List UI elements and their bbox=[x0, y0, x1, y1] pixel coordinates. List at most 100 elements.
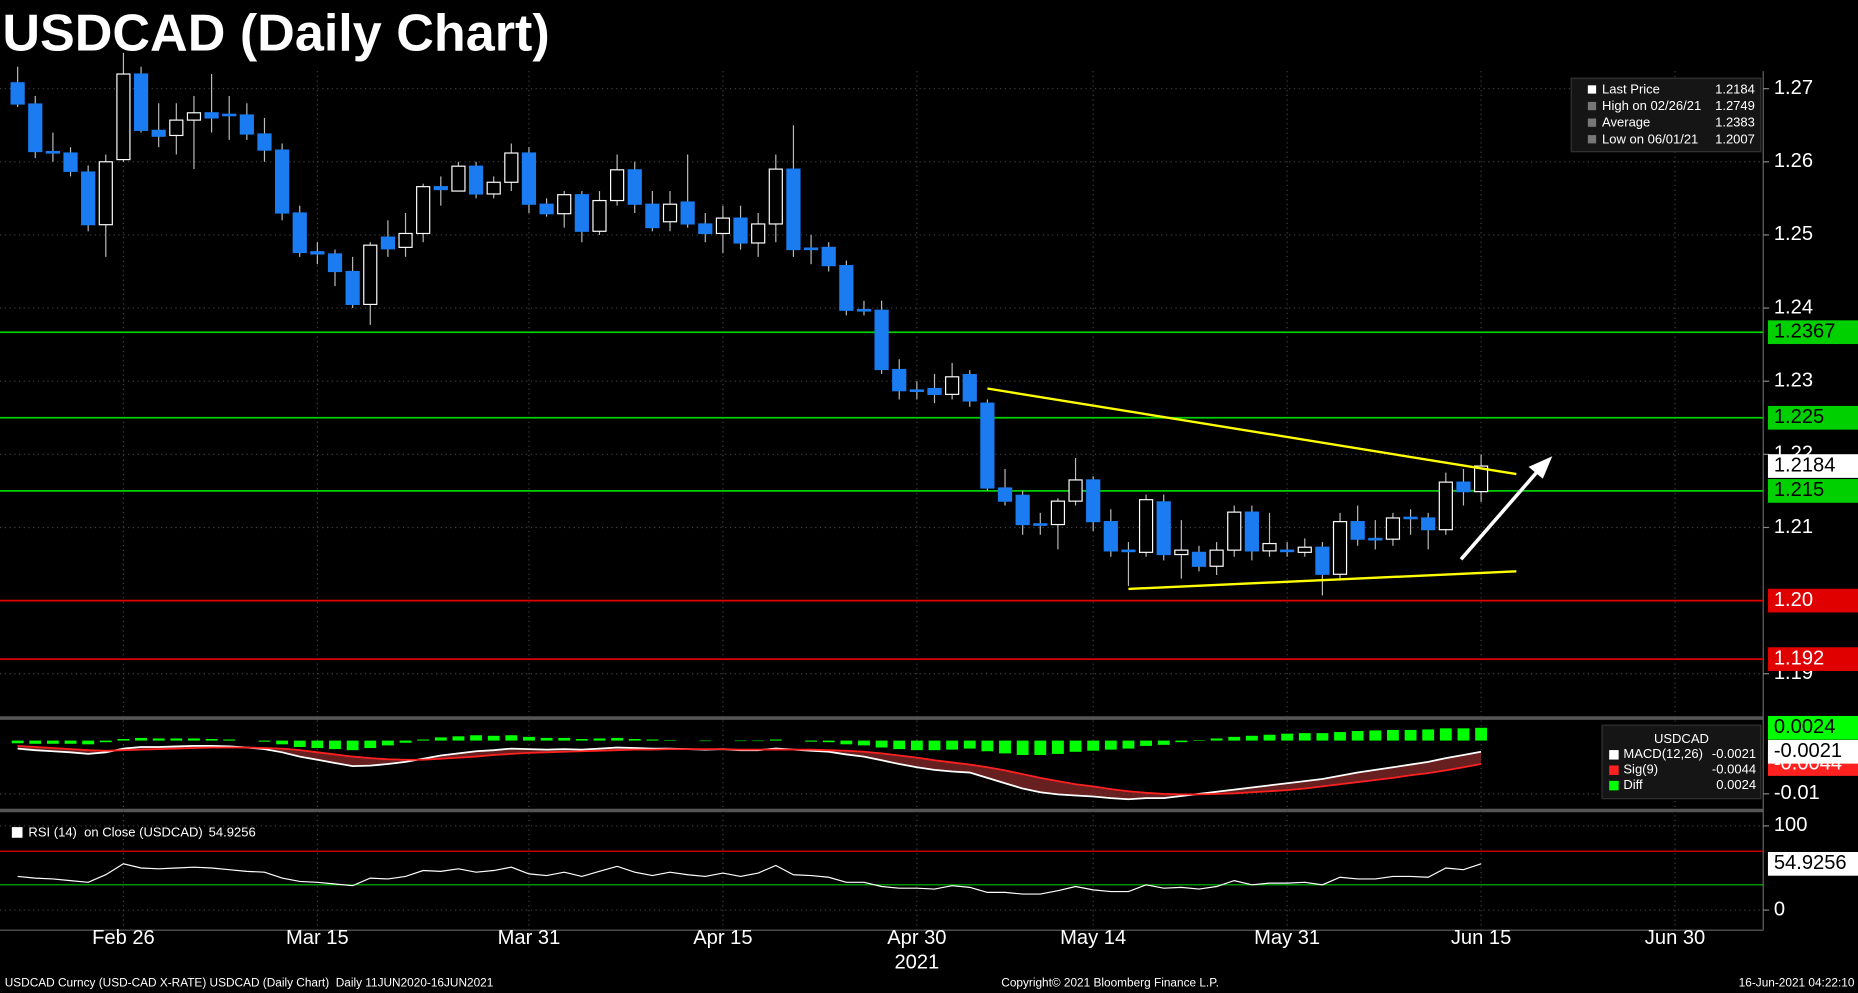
legend-value: 54.9256 bbox=[209, 824, 256, 839]
legend-icon bbox=[1587, 135, 1597, 144]
legend-icon bbox=[1609, 780, 1619, 791]
candle-body bbox=[486, 181, 501, 195]
legend-label: Average bbox=[1602, 115, 1650, 130]
candle-body bbox=[1456, 481, 1471, 493]
candle-body bbox=[239, 114, 254, 135]
level-label: 1.20 bbox=[1774, 589, 1813, 611]
legend-icon bbox=[11, 827, 23, 838]
diff-bar bbox=[928, 740, 941, 751]
candle-body bbox=[645, 203, 660, 229]
legend-label: MACD(12,26) bbox=[1623, 746, 1703, 761]
legend-label: Diff bbox=[1623, 777, 1643, 792]
legend-icon bbox=[1609, 765, 1619, 775]
diff-bar bbox=[1334, 732, 1346, 741]
x-tick-label: Mar 15 bbox=[286, 927, 349, 949]
candle-body bbox=[1191, 551, 1207, 567]
y-tick-label: 100 bbox=[1774, 814, 1808, 836]
trend-line bbox=[1128, 570, 1517, 591]
diff-bar bbox=[99, 740, 112, 743]
diff-bar bbox=[46, 740, 59, 744]
candle-body bbox=[1050, 500, 1066, 526]
diff-bar bbox=[64, 740, 77, 744]
diff-bar bbox=[769, 739, 782, 741]
diff-bar bbox=[893, 740, 906, 750]
candle-body bbox=[1438, 481, 1453, 531]
candle-body bbox=[874, 309, 889, 371]
diff-bar bbox=[170, 738, 183, 741]
y-tick-label: 1.24 bbox=[1774, 296, 1813, 318]
diff-bar bbox=[699, 740, 712, 742]
candle-body bbox=[610, 169, 625, 202]
candle-body bbox=[1262, 542, 1277, 552]
y-tick-label: -0.01 bbox=[1774, 782, 1820, 804]
diff-label-box bbox=[1767, 715, 1858, 740]
candle-body bbox=[186, 112, 202, 121]
legend-label: RSI (14) on Close (USDCAD) bbox=[28, 824, 202, 839]
diff-bar bbox=[1422, 729, 1435, 741]
candle-body bbox=[63, 152, 78, 172]
legend-value: -0.0044 bbox=[1712, 762, 1756, 777]
x-tick-label: May 31 bbox=[1254, 927, 1320, 949]
candle-body bbox=[1103, 521, 1118, 552]
diff-bar bbox=[1175, 740, 1188, 743]
diff-bar bbox=[1228, 736, 1241, 741]
diff-bar bbox=[646, 739, 659, 741]
candle-body bbox=[292, 212, 307, 254]
candle-body bbox=[98, 161, 113, 226]
diff-bar bbox=[1087, 740, 1100, 751]
rsi-label: 54.9256 bbox=[1774, 852, 1847, 874]
candle-body bbox=[1174, 549, 1189, 556]
candle-body bbox=[1086, 479, 1101, 523]
candle-body bbox=[662, 203, 678, 223]
candle-body bbox=[1421, 517, 1436, 531]
diff-bar bbox=[575, 738, 588, 741]
y-tick-label: 1.27 bbox=[1774, 77, 1813, 99]
candle-body bbox=[151, 129, 166, 137]
candle-body bbox=[310, 251, 325, 255]
candle-body bbox=[1350, 521, 1365, 540]
y-tick-label: 1.23 bbox=[1774, 370, 1813, 392]
level-label-box bbox=[1767, 588, 1858, 613]
diff-bar bbox=[311, 740, 324, 749]
legend-icon bbox=[1587, 85, 1597, 94]
candle-body bbox=[204, 112, 219, 119]
candle-body bbox=[10, 82, 25, 105]
candle-body bbox=[28, 103, 43, 153]
diff-bar bbox=[1404, 729, 1417, 741]
candle-body bbox=[416, 186, 431, 235]
x-tick-label: Apr 15 bbox=[693, 927, 752, 949]
candle-body bbox=[680, 201, 695, 225]
level-label: 1.2367 bbox=[1774, 321, 1836, 343]
diff-bar bbox=[628, 738, 641, 741]
diff-bar bbox=[1069, 740, 1082, 752]
candle-body bbox=[1015, 494, 1030, 526]
macd-label-box bbox=[1767, 739, 1858, 764]
legend-label: High on 02/26/21 bbox=[1602, 98, 1701, 113]
diff-bar bbox=[1245, 735, 1258, 741]
diff-bar bbox=[1263, 734, 1276, 741]
candle-body bbox=[521, 152, 537, 205]
diff-bar bbox=[1298, 733, 1311, 741]
candle-body bbox=[997, 487, 1013, 502]
legend-label: Low on 06/01/21 bbox=[1602, 131, 1698, 146]
diff-bar bbox=[505, 735, 518, 741]
diff-bar bbox=[364, 740, 377, 749]
candle-body bbox=[133, 73, 149, 131]
candle-body bbox=[945, 376, 960, 395]
diff-bar bbox=[910, 740, 923, 751]
candle-body bbox=[116, 73, 131, 161]
diff-bar bbox=[1457, 728, 1470, 741]
y-tick-label: 1.25 bbox=[1774, 223, 1813, 245]
candle-body bbox=[1315, 546, 1330, 575]
diff-bar bbox=[152, 738, 165, 741]
x-tick-label: Feb 26 bbox=[92, 927, 155, 949]
diff-bar bbox=[223, 739, 236, 741]
legend-value: 1.2007 bbox=[1715, 131, 1755, 146]
trend-line bbox=[987, 387, 1517, 476]
candle-body bbox=[574, 194, 589, 232]
candle-body bbox=[433, 186, 448, 191]
x-tick-label: May 14 bbox=[1060, 927, 1126, 949]
candle-body bbox=[363, 244, 378, 306]
x-tick-label: Jun 30 bbox=[1645, 927, 1705, 949]
diff-bar bbox=[840, 740, 853, 745]
